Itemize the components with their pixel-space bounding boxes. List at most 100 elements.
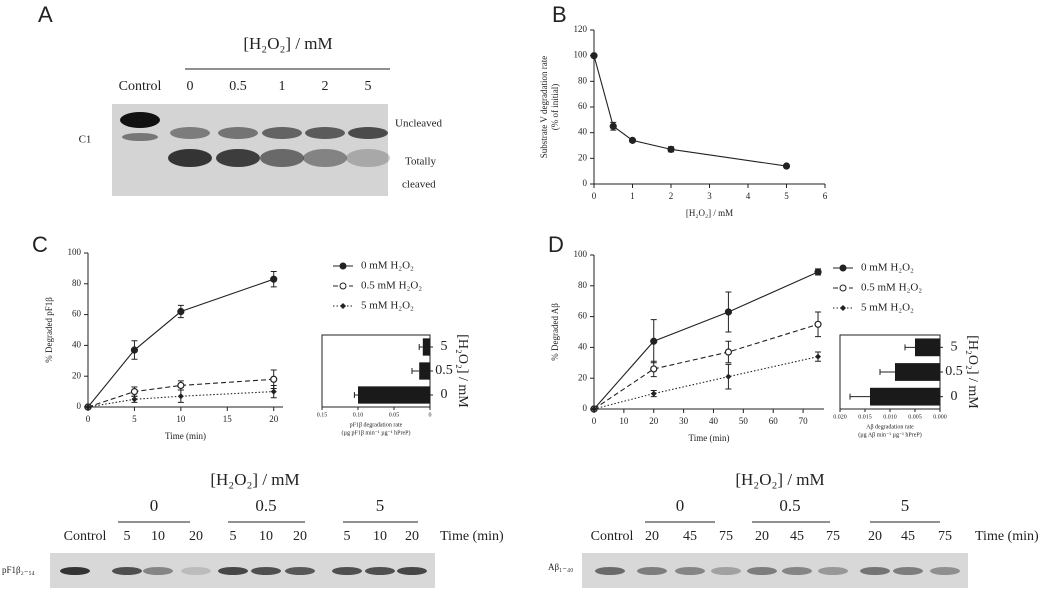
time-label: 10 [373, 529, 387, 544]
band [251, 567, 281, 575]
y-tick-label: 40 [578, 341, 588, 351]
row-label: pF1β₂₋₅₄ [2, 565, 35, 575]
x-axis-label: Time (min) [165, 431, 206, 441]
marker [177, 381, 185, 390]
band [305, 127, 345, 139]
band-label: cleaved [402, 179, 436, 191]
row-label: C1 [79, 134, 92, 146]
y-tick-label: 0 [583, 403, 588, 413]
band [675, 567, 705, 575]
panel-label: C [32, 232, 48, 257]
y-tick-label: 80 [578, 75, 588, 85]
x-tick-label: 0.020 [833, 414, 847, 420]
legend-label: 0 mM H₂O₂ [361, 260, 414, 272]
time-label: 45 [901, 529, 915, 544]
x-tick-label: 1 [630, 191, 635, 201]
time-label: 20 [645, 529, 659, 544]
time-label: 10 [259, 529, 273, 544]
time-label: 5 [230, 529, 237, 544]
y-tick-label: 20 [578, 152, 588, 162]
y-tick-label: 0 [583, 178, 588, 188]
x-tick-label: 60 [769, 416, 779, 426]
y-tick-label: 100 [68, 247, 82, 257]
band [181, 567, 211, 575]
lane-label: Control [119, 79, 162, 94]
x-axis-label: Aβ degradation rate [866, 424, 914, 430]
x-tick-label: 10 [176, 414, 186, 424]
category-label: 0 [951, 389, 958, 404]
lane-label: 0.5 [229, 79, 247, 94]
marker [650, 365, 658, 373]
y-tick-label: 0 [77, 401, 82, 411]
x-tick-label: 0.05 [389, 412, 400, 418]
y-tick-label: 40 [578, 127, 588, 137]
marker [724, 348, 733, 356]
marker [814, 268, 822, 276]
x-tick-label: 0 [592, 191, 597, 201]
lane-label: 1 [279, 79, 286, 94]
legend-marker [339, 262, 347, 270]
band [595, 567, 625, 575]
x-axis-label: (µg Aβ min⁻¹ µg⁻¹ hPreP) [858, 431, 922, 438]
series-line [87, 378, 274, 408]
band [397, 567, 427, 575]
marker [131, 396, 138, 403]
legend-marker [840, 305, 846, 311]
band [893, 567, 923, 575]
x-tick-label: 0 [592, 416, 597, 426]
bar [358, 386, 430, 404]
time-label: Time (min) [975, 529, 1039, 544]
band [285, 567, 315, 575]
y-tick-label: 40 [72, 339, 82, 349]
axis [87, 253, 283, 408]
x-tick-label: 50 [739, 416, 749, 426]
marker [591, 406, 597, 412]
band [143, 567, 173, 575]
legend-label: 0.5 mM H₂O₂ [361, 280, 422, 292]
band [60, 567, 90, 575]
time-label: Time (min) [440, 529, 504, 544]
category-label: 0.5 [435, 363, 453, 378]
band-label: Uncleaved [395, 118, 443, 130]
y-axis-label: (% of initial) [550, 84, 560, 131]
group-label: 0.5 [255, 496, 276, 515]
time-label: 75 [826, 529, 840, 544]
band [711, 567, 741, 575]
x-tick-label: 2 [669, 191, 674, 201]
x-tick-label: 5 [784, 191, 789, 201]
marker [628, 136, 637, 144]
panel-label: D [548, 232, 564, 257]
gel-bands [120, 112, 390, 167]
band [637, 567, 667, 575]
band [365, 567, 395, 575]
band [303, 149, 347, 167]
series-line [87, 391, 274, 408]
y-axis-label: [H₂O₂] / mM [965, 335, 980, 409]
legend-label: 5 mM H₂O₂ [361, 300, 414, 312]
group-label: 0.5 [779, 496, 800, 515]
marker [609, 122, 617, 130]
time-label: 10 [151, 529, 165, 544]
band [782, 567, 812, 575]
category-label: 0.5 [945, 364, 963, 379]
x-tick-label: 20 [649, 416, 659, 426]
y-axis-label: % Degraded Aβ [550, 303, 560, 361]
x-tick-label: 3 [707, 191, 712, 201]
group-label: 0 [676, 496, 685, 515]
y-tick-label: 80 [578, 280, 588, 290]
x-tick-label: 0.015 [858, 414, 872, 420]
y-tick-label: 20 [578, 372, 588, 382]
band [170, 127, 210, 139]
legend-label: 0 mM H₂O₂ [861, 262, 914, 274]
error-bar [904, 344, 915, 351]
marker [782, 162, 791, 170]
y-tick-label: 60 [578, 101, 588, 111]
x-tick-label: 0 [86, 414, 91, 424]
time-label: 5 [124, 529, 131, 544]
marker [725, 373, 732, 380]
series-line [87, 278, 274, 408]
marker [130, 346, 139, 354]
group-label: 0 [150, 496, 159, 515]
time-label: 75 [719, 529, 733, 544]
